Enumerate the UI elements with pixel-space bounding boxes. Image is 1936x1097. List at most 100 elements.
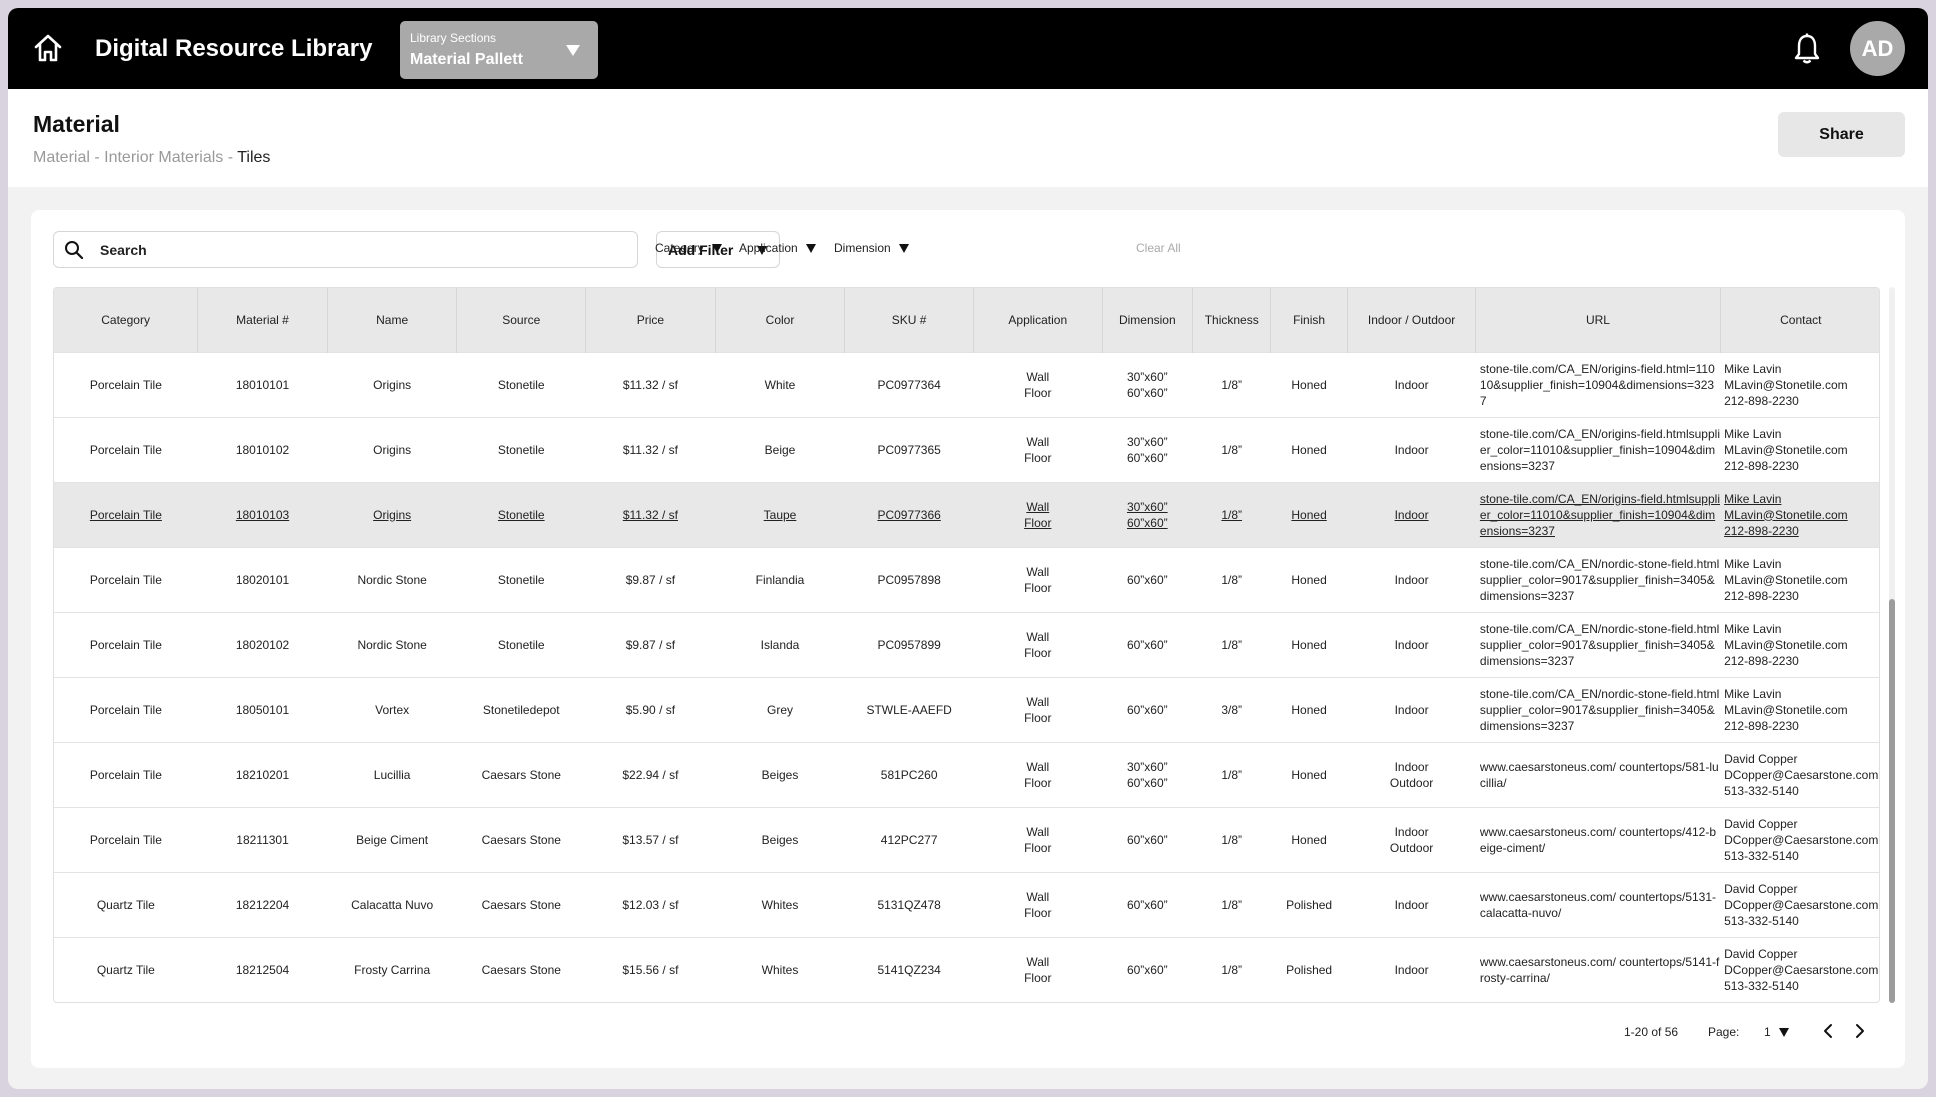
name-cell: Lucillia: [327, 742, 457, 807]
color-cell: Beige: [715, 417, 845, 482]
material-number-cell: 18010101: [198, 352, 328, 417]
url-text[interactable]: stone-tile.com/CA_EN/nordic-stone-field.…: [1479, 686, 1720, 733]
finish-cell: Honed: [1271, 417, 1347, 482]
table-row[interactable]: Porcelain Tile 18020102 Nordic Stone Stonet…: [54, 612, 1879, 677]
url-text[interactable]: stone-tile.com/CA_EN/nordic-stone-field.…: [1479, 621, 1720, 668]
breadcrumb-item[interactable]: Interior Materials: [104, 149, 224, 166]
finish-cell: Polished: [1271, 937, 1347, 1002]
thickness-cell: 1/8”: [1193, 872, 1271, 937]
breadcrumb-item[interactable]: Material: [33, 149, 90, 166]
url-text[interactable]: www.caesarstoneus.com/ countertops/581-l…: [1479, 759, 1719, 790]
column-header[interactable]: Dimension: [1102, 288, 1194, 352]
table-row[interactable]: Quartz Tile 18212204 Calacatta Nuvo Caesars…: [54, 872, 1879, 937]
column-header[interactable]: Price: [585, 288, 716, 352]
table-row[interactable]: Porcelain Tile 18210201 Lucillia Caesars St…: [54, 742, 1879, 807]
column-header[interactable]: SKU #: [844, 288, 974, 352]
search-input[interactable]: Search: [53, 231, 638, 268]
url-text[interactable]: stone-tile.com/CA_EN/nordic-stone-field.…: [1479, 556, 1720, 603]
dimension-line: 30”x60”: [1126, 759, 1168, 774]
avatar[interactable]: AD: [1850, 21, 1905, 76]
thickness-text: 1/8”: [1221, 572, 1243, 587]
vertical-scrollbar[interactable]: [1889, 287, 1895, 1003]
indoor-outdoor-line: Indoor: [1394, 897, 1429, 912]
indoor-outdoor-line: Indoor: [1394, 637, 1429, 652]
home-icon[interactable]: [32, 32, 64, 64]
column-header[interactable]: Material #: [197, 288, 328, 352]
column-header[interactable]: Indoor / Outdoor: [1347, 288, 1477, 352]
name-text: Origins: [373, 377, 412, 392]
application-line: Floor: [1024, 450, 1052, 465]
filter-dimension[interactable]: Dimension: [834, 241, 909, 255]
thickness-text: 1/8”: [1221, 962, 1243, 977]
name-text: Calacatta Nuvo: [351, 897, 434, 912]
dimension-cell: 30”x60” 60”x60”: [1102, 352, 1192, 417]
bell-icon[interactable]: [1791, 32, 1823, 66]
url-text[interactable]: stone-tile.com/CA_EN/origins-field.htmls…: [1479, 491, 1720, 538]
price-text: $15.56 / sf: [622, 962, 679, 977]
url-cell: stone-tile.com/CA_EN/nordic-stone-field.…: [1476, 612, 1720, 677]
filter-category[interactable]: Category: [655, 241, 722, 255]
page-select[interactable]: 1: [1764, 1025, 1789, 1039]
sku-text: PC0957899: [877, 637, 941, 652]
table-row[interactable]: Porcelain Tile 18050101 Vortex Stonetiledep…: [54, 677, 1879, 742]
dimension-line: 60”x60”: [1126, 450, 1168, 465]
url-text[interactable]: stone-tile.com/CA_EN/origins-field.htmls…: [1479, 426, 1720, 473]
scrollbar-thumb[interactable]: [1889, 599, 1895, 1003]
filter-application[interactable]: Application: [739, 241, 816, 255]
color-text: Finlandia: [755, 572, 805, 587]
column-header[interactable]: Color: [715, 288, 846, 352]
color-cell: Taupe: [715, 482, 845, 547]
page-label: Page:: [1708, 1025, 1740, 1039]
table-row[interactable]: Porcelain Tile 18010101 Origins Stonetile $1…: [54, 352, 1879, 417]
url-cell: www.caesarstoneus.com/ countertops/5141-…: [1476, 937, 1720, 1002]
contact-line: 513-332-5140: [1724, 783, 1799, 798]
page-header: Material Material - Interior Materials -…: [8, 89, 1928, 187]
url-text[interactable]: www.caesarstoneus.com/ countertops/5141-…: [1479, 954, 1720, 985]
column-header[interactable]: Thickness: [1192, 288, 1272, 352]
indoor-outdoor-cell: Indoor: [1347, 352, 1476, 417]
table-row[interactable]: Porcelain Tile 18211301 Beige Ciment Caesar…: [54, 807, 1879, 872]
category-text: Porcelain Tile: [89, 442, 162, 457]
name-text: Frosty Carrina: [354, 962, 431, 977]
url-text[interactable]: www.caesarstoneus.com/ countertops/5131-…: [1479, 889, 1717, 920]
dimension-line: 30”x60”: [1126, 369, 1168, 384]
table-row[interactable]: Porcelain Tile 18010103 Origins Stonetile $1…: [54, 482, 1879, 547]
table-row[interactable]: Porcelain Tile 18020101 Nordic Stone Stonet…: [54, 547, 1879, 612]
color-text: Islanda: [760, 637, 800, 652]
column-header[interactable]: Name: [327, 288, 458, 352]
chevron-down-icon: [805, 244, 816, 253]
url-text[interactable]: www.caesarstoneus.com/ countertops/412-b…: [1479, 824, 1717, 855]
dimension-cell: 60”x60”: [1102, 547, 1192, 612]
table-row[interactable]: Quartz Tile 18212504 Frosty Carrina Caesars…: [54, 937, 1879, 1002]
url-cell: www.caesarstoneus.com/ countertops/5131-…: [1476, 872, 1720, 937]
share-button[interactable]: Share: [1778, 112, 1905, 157]
column-header[interactable]: URL: [1475, 288, 1721, 352]
category-cell: Quartz Tile: [54, 937, 198, 1002]
column-header[interactable]: Contact: [1720, 288, 1879, 352]
contact-line: Mike Lavin: [1724, 556, 1782, 571]
table-header-row: Category Material # Name Source Price Color SK…: [54, 288, 1879, 352]
clear-all-button[interactable]: Clear All: [1136, 241, 1181, 255]
application-line: Floor: [1024, 580, 1052, 595]
price-cell: $9.87 / sf: [586, 547, 716, 612]
library-sections-dropdown[interactable]: Library Sections Material Pallett: [400, 21, 598, 79]
indoor-outdoor-line: Indoor: [1394, 507, 1429, 522]
sku-cell: PC0957898: [845, 547, 974, 612]
category-text: Porcelain Tile: [89, 702, 162, 717]
application-line: Floor: [1024, 385, 1052, 400]
material-number-cell: 18020101: [198, 547, 328, 612]
color-cell: White: [715, 352, 845, 417]
url-text[interactable]: stone-tile.com/CA_EN/origins-field.html=…: [1479, 361, 1715, 408]
table-row[interactable]: Porcelain Tile 18010102 Origins Stonetile $1…: [54, 417, 1879, 482]
column-header[interactable]: Source: [456, 288, 587, 352]
application-line: Wall: [1026, 499, 1050, 514]
source-text: Stonetile: [497, 377, 545, 392]
next-page-icon[interactable]: [1850, 1022, 1868, 1040]
contact-line: MLavin@Stonetile.com: [1724, 377, 1848, 392]
column-header[interactable]: Category: [54, 288, 199, 352]
column-header[interactable]: Finish: [1270, 288, 1348, 352]
category-cell: Porcelain Tile: [54, 417, 198, 482]
column-header[interactable]: Application: [973, 288, 1103, 352]
contact-cell: Mike Lavin MLavin@Stonetile.com 212-898-22…: [1720, 417, 1879, 482]
previous-page-icon[interactable]: [1820, 1022, 1838, 1040]
